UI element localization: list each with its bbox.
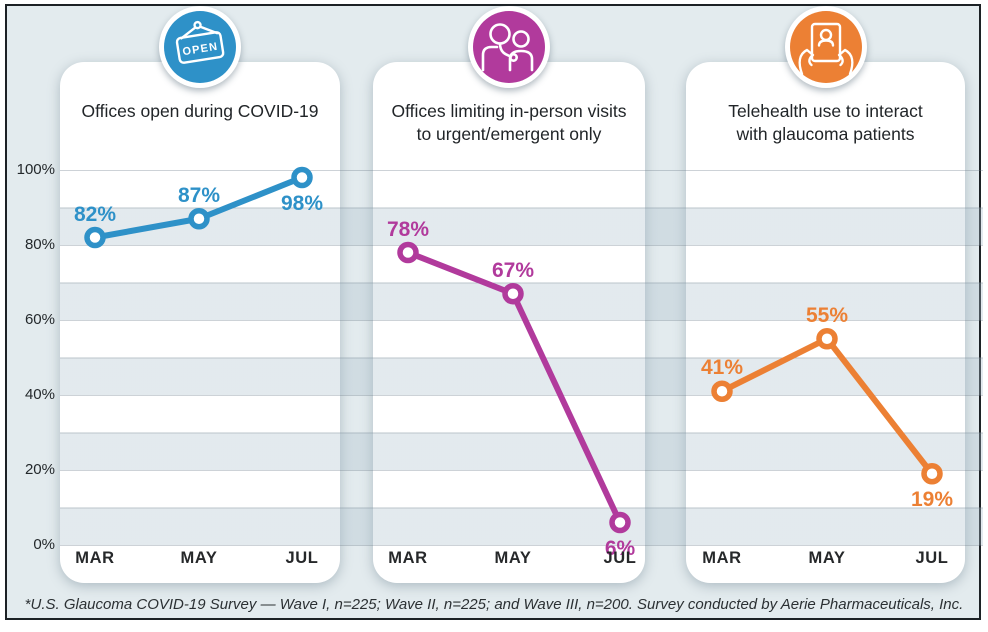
x-axis-month-label: JUL bbox=[603, 549, 637, 567]
x-axis-month-label: MAY bbox=[494, 549, 532, 567]
x-axis-month-label: MAR bbox=[702, 549, 742, 567]
data-point-label: 6% bbox=[604, 536, 636, 560]
panel-title-line: with glaucoma patients bbox=[736, 124, 915, 145]
panel-title-line: to urgent/emergent only bbox=[416, 124, 602, 145]
x-axis-month-label: MAR bbox=[75, 549, 115, 567]
data-point-label: 82% bbox=[73, 202, 117, 226]
gridlines-stripes bbox=[60, 170, 983, 547]
svg-text:OPEN: OPEN bbox=[182, 41, 219, 58]
data-point-label: 55% bbox=[805, 303, 849, 327]
y-tick-label: 60% bbox=[24, 311, 55, 328]
doctor-stethoscope-icon bbox=[468, 6, 550, 88]
x-axis-month-label: MAY bbox=[180, 549, 218, 567]
y-tick-label: 80% bbox=[24, 236, 55, 253]
panel-card-offices-open: OPEN Offices open during COVID-19 bbox=[60, 6, 340, 583]
y-tick-label: 20% bbox=[24, 461, 55, 478]
panel-title-line: Offices open during COVID-19 bbox=[81, 101, 319, 121]
data-point-label: 78% bbox=[386, 217, 430, 241]
panel-title: Telehealth use to interact with glaucoma … bbox=[692, 100, 959, 146]
panel-title: Offices open during COVID-19 bbox=[66, 100, 334, 123]
panel-title-line: Offices limiting in-person visits bbox=[391, 101, 627, 121]
open-sign-icon: OPEN bbox=[159, 6, 241, 88]
y-tick-label: 40% bbox=[24, 386, 55, 403]
y-tick-label: 0% bbox=[33, 536, 55, 553]
data-point-label: 67% bbox=[491, 258, 535, 282]
hands-tablet-icon bbox=[784, 6, 867, 88]
x-axis-month-label: MAR bbox=[388, 549, 428, 567]
x-axis-month-label: MAY bbox=[808, 549, 846, 567]
panel-card-telehealth: Telehealth use to interact with glaucoma … bbox=[686, 6, 965, 583]
data-point-label: 19% bbox=[910, 487, 954, 511]
panel-title-line: Telehealth use to interact bbox=[728, 101, 923, 121]
x-axis-month-label: JUL bbox=[285, 549, 319, 567]
x-axis-month-label: JUL bbox=[915, 549, 949, 567]
data-point-label: 87% bbox=[177, 183, 221, 207]
data-point-label: 98% bbox=[280, 191, 324, 215]
data-point-label: 41% bbox=[700, 356, 744, 380]
y-tick-label: 100% bbox=[16, 161, 55, 178]
panel-title: Offices limiting in-person visits to urge… bbox=[379, 100, 639, 146]
footnote: *U.S. Glaucoma COVID-19 Survey — Wave I,… bbox=[24, 596, 964, 613]
